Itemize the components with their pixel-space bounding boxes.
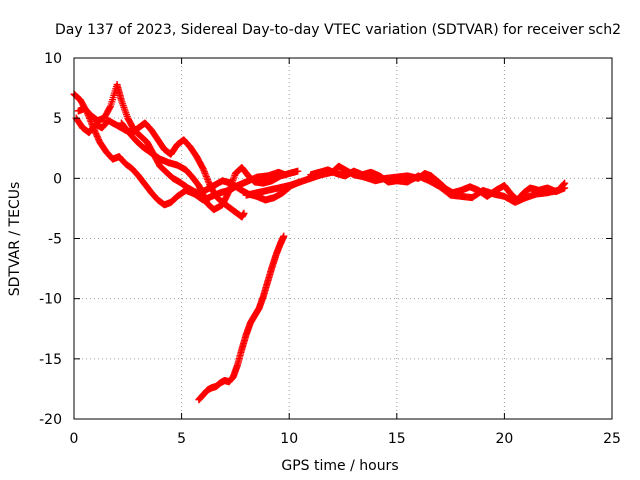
x-tick-label: 15 xyxy=(388,431,406,447)
x-axis-label: GPS time / hours xyxy=(281,458,398,474)
data-points xyxy=(70,80,569,404)
sat-track-c xyxy=(72,114,248,221)
sat-track-f xyxy=(307,166,569,206)
y-tick-labels: -20 -15 -10 -5 0 5 10 xyxy=(39,51,62,428)
y-tick-label: -20 xyxy=(39,412,62,428)
y-tick-label: 5 xyxy=(53,111,62,127)
x-tick-labels: 0 5 10 15 20 25 xyxy=(70,431,621,447)
data-point xyxy=(561,179,569,187)
y-tick-label: -10 xyxy=(39,292,62,308)
sat-track-g xyxy=(195,232,288,404)
x-tick-label: 5 xyxy=(177,431,186,447)
axis-ticks xyxy=(73,57,613,420)
data-point xyxy=(240,209,248,217)
y-tick-label: 10 xyxy=(44,51,62,67)
x-tick-label: 0 xyxy=(70,431,79,447)
grid-lines xyxy=(74,58,612,419)
x-tick-label: 25 xyxy=(603,431,621,447)
sat-track-d xyxy=(117,119,302,214)
y-tick-label: -5 xyxy=(48,232,62,248)
y-tick-label: -15 xyxy=(39,352,62,368)
x-tick-label: 20 xyxy=(495,431,513,447)
data-point xyxy=(294,167,302,175)
data-point xyxy=(280,232,288,240)
x-tick-label: 10 xyxy=(280,431,298,447)
y-axis-label: SDTVAR / TECUs xyxy=(7,182,23,297)
y-tick-label: 0 xyxy=(53,171,62,187)
chart-title: Day 137 of 2023, Sidereal Day-to-day VTE… xyxy=(55,22,621,38)
